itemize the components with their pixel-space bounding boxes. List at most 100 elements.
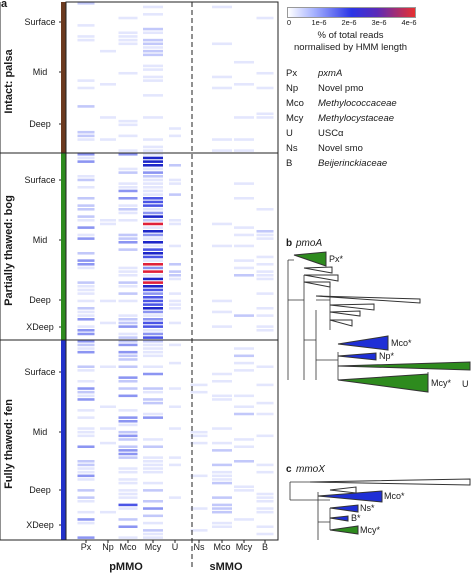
clade: [303, 266, 333, 274]
heatmap-cell: [118, 478, 138, 481]
heatmap-cell: [169, 321, 181, 325]
heatmap-cell: [143, 94, 163, 97]
heatmap-cell: [118, 449, 138, 452]
heatmap-cell: [143, 310, 163, 314]
depth-label: Surface: [24, 367, 55, 377]
tree-c-branches: [289, 481, 331, 540]
heatmap-cell: [77, 416, 95, 419]
heatmap-cell: [143, 230, 163, 233]
heatmap-cell: [77, 470, 95, 474]
heatmap-cell: [169, 274, 181, 277]
clade-mco: [337, 335, 389, 351]
heatmap-cell: [143, 153, 163, 156]
clade-c-mco: [317, 490, 383, 503]
heatmap-cell: [118, 387, 138, 390]
colorbar: [287, 7, 416, 18]
heatmap-cell: [143, 145, 163, 149]
heatmap-cell: [234, 445, 254, 448]
heatmap-cell: [118, 340, 138, 343]
heatmap-cell: [77, 329, 95, 332]
clade-c-ns: [329, 504, 359, 513]
heatmap-cell: [143, 156, 163, 160]
clade-c-outer: [309, 478, 471, 486]
heatmap-cell: [256, 230, 274, 233]
heatmap-cell: [77, 208, 95, 211]
heatmap-cell: [118, 343, 138, 347]
heatmap-cell: [143, 149, 163, 152]
heatmap-cell: [143, 259, 163, 262]
heatmap-cell: [256, 314, 274, 317]
heatmap-cell: [169, 219, 181, 222]
heatmap-cell: [212, 470, 232, 474]
heatmap-cell: [77, 86, 95, 90]
heatmap-cell: [118, 420, 138, 423]
heatmap-cell: [212, 521, 232, 525]
heatmap-cell: [143, 255, 163, 259]
heatmap-cell: [256, 255, 274, 259]
heatmap-cell: [100, 365, 116, 368]
heatmap-cell: [256, 365, 274, 368]
heatmap-cell: [143, 529, 163, 532]
heatmap-cell: [234, 485, 254, 488]
legend-name: pxmA: [318, 68, 343, 79]
heatmap-cell: [118, 456, 138, 459]
heatmap-cell: [77, 380, 95, 383]
heatmap-cell: [118, 525, 138, 528]
heatmap-cell: [212, 427, 232, 430]
legend-row-b: B Beijerinckiaceae: [286, 158, 387, 169]
heatmap-cell: [118, 423, 138, 427]
heatmap-cell: [118, 354, 138, 358]
legend-row-u: U USCα: [286, 128, 344, 139]
heatmap-cell: [143, 160, 163, 163]
heatmap-cell: [256, 237, 274, 240]
heatmap-cell: [169, 456, 181, 459]
heatmap-cell: [143, 507, 163, 510]
column-label: Mco: [213, 542, 230, 552]
column-label: Px: [81, 542, 92, 552]
legend-row-mco: Mco Methylococcaceae: [286, 98, 397, 109]
heatmap-cell: [234, 489, 254, 492]
heatmap-cell: [143, 354, 163, 358]
panel-b-gene: pmoA: [295, 238, 322, 249]
heatmap-cell: [143, 252, 163, 255]
heatmap-cell: [212, 525, 232, 528]
heatmap-cell: [234, 149, 254, 152]
heatmap-cell: [143, 200, 163, 204]
heatmap-cell: [143, 398, 163, 401]
heatmap-cell: [143, 321, 163, 325]
heatmap-cell: [143, 38, 163, 42]
heatmap-cell: [77, 105, 95, 108]
heatmap-cell: [143, 390, 163, 394]
heatmap-cell: [256, 383, 274, 387]
heatmap-cell: [77, 197, 95, 200]
heatmap-cell: [143, 467, 163, 470]
column-label: Mco: [119, 542, 136, 552]
heatmap-cell: [143, 285, 163, 288]
heatmap-cell: [77, 266, 95, 270]
heatmap-cell: [212, 75, 232, 79]
heatmap-cell: [77, 38, 95, 42]
heatmap-cell: [118, 470, 138, 474]
heatmap-cell: [118, 492, 138, 496]
heatmap-cell: [143, 343, 163, 347]
depth-label: Deep: [29, 295, 51, 305]
heatmap-cell: [118, 270, 138, 273]
clade: [329, 319, 353, 327]
heatmap-cell: [212, 380, 232, 383]
heatmap-cell: [77, 365, 95, 368]
heatmap-cell: [143, 167, 163, 171]
heatmap-cell: [212, 507, 232, 510]
heatmap-cell: [234, 369, 254, 372]
heatmap-cell: [190, 529, 208, 532]
group-label-pmmo: pMMO: [109, 561, 143, 573]
heatmap-cell: [143, 299, 163, 303]
heatmap-cell: [143, 332, 163, 336]
heatmap-cell: [169, 405, 181, 408]
heatmap-cell: [234, 361, 254, 365]
heatmap-cell: [190, 434, 208, 438]
heatmap-cell: [212, 510, 232, 514]
heatmap-cell: [143, 281, 163, 284]
heatmap-cell: [100, 138, 116, 141]
tree-label-mcy: Mcy*: [360, 525, 380, 535]
tree-label-mco: Mco*: [391, 338, 412, 348]
